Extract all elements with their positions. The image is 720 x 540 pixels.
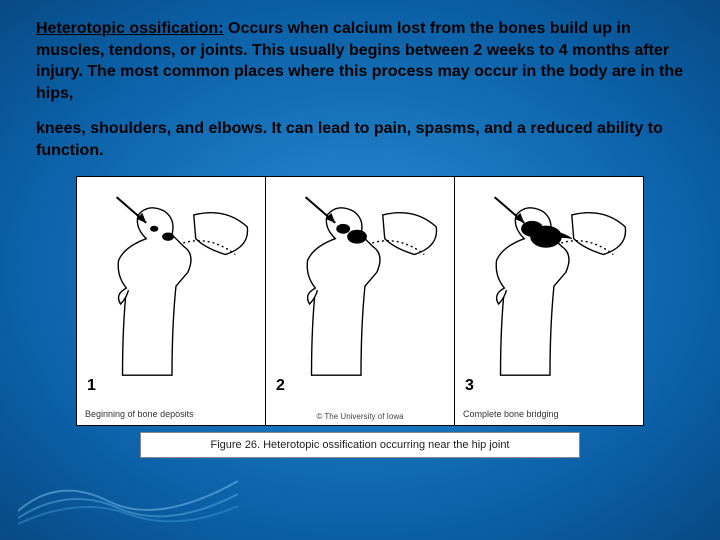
figure-box: 1 Beginning of bone deposits 2 © The Unive… [76, 176, 644, 426]
panel-caption: Complete bone bridging [463, 409, 635, 419]
slide-content: Heterotopic ossification: Occurs when ca… [0, 0, 720, 458]
figure-caption: Figure 26. Heterotopic ossification occu… [140, 432, 580, 458]
figure-copyright: © The University of Iowa [266, 412, 454, 421]
figure-panel-1: 1 Beginning of bone deposits [77, 177, 266, 425]
decorative-wave [18, 456, 238, 526]
panel-caption: Beginning of bone deposits [85, 409, 257, 419]
paragraph-2: knees, shoulders, and elbows. It can lea… [36, 118, 684, 161]
paragraph-1: Heterotopic ossification: Occurs when ca… [36, 18, 684, 104]
panel-number: 1 [87, 377, 96, 395]
term-heterotopic: Heterotopic ossification: [36, 20, 224, 37]
figure-panel-2: 2 © The University of Iowa [266, 177, 455, 425]
figure-panel-3: 3 Complete bone bridging [455, 177, 643, 425]
panel-number: 3 [465, 377, 474, 395]
figure-wrap: 1 Beginning of bone deposits 2 © The Unive… [76, 176, 644, 458]
panel-number: 2 [276, 377, 285, 395]
